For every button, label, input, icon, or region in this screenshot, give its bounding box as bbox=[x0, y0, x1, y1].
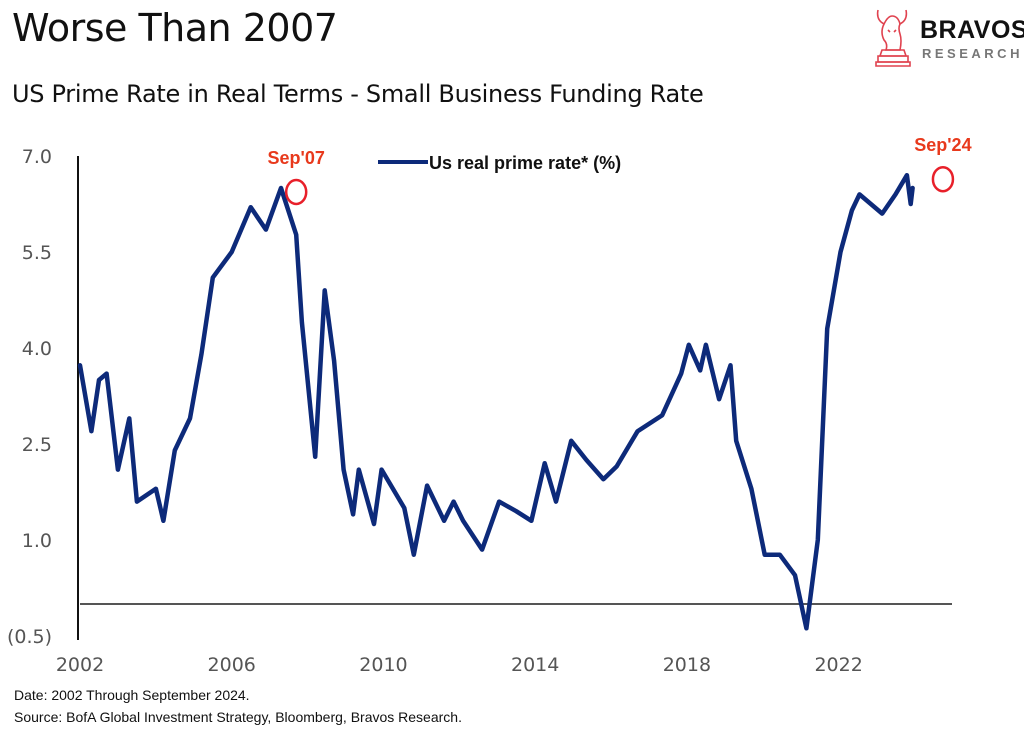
chart-subtitle: US Prime Rate in Real Terms - Small Busi… bbox=[12, 80, 704, 108]
x-tick-label: 2022 bbox=[814, 654, 862, 676]
annotation-circle bbox=[931, 165, 955, 193]
x-tick-label: 2002 bbox=[56, 654, 104, 676]
source-note: Source: BofA Global Investment Strategy,… bbox=[14, 709, 462, 725]
logo-subtext: RESEARCH bbox=[922, 46, 1023, 61]
x-tick-label: 2010 bbox=[359, 654, 407, 676]
y-tick-label: (0.5) bbox=[7, 626, 52, 648]
annotation-label: Sep'07 bbox=[268, 148, 325, 168]
x-tick-label: 2018 bbox=[663, 654, 711, 676]
x-tick-label: 2006 bbox=[208, 654, 256, 676]
y-tick-label: 1.0 bbox=[22, 530, 52, 552]
brand-logo: BRAVOS RESEARCH bbox=[870, 6, 1024, 70]
y-tick-label: 5.5 bbox=[22, 242, 52, 264]
line-chart: 7.0 5.5 4.0 2.5 1.0 (0.5)2002 2006 2010 2014 2018… bbox=[7, 135, 972, 676]
legend-label: Us real prime rate* (%) bbox=[429, 153, 621, 173]
y-tick-label: 2.5 bbox=[22, 434, 52, 456]
bull-chess-knight-icon bbox=[875, 9, 911, 67]
y-tick-label: 4.0 bbox=[22, 338, 52, 360]
date-note: Date: 2002 Through September 2024. bbox=[14, 687, 250, 703]
logo-wordmark: BRAVOS bbox=[920, 16, 1024, 44]
y-tick-label: 7.0 bbox=[22, 146, 52, 168]
chart-title: Worse Than 2007 bbox=[12, 6, 338, 50]
annotation-label: Sep'24 bbox=[914, 135, 971, 155]
annotation-circle bbox=[284, 178, 308, 206]
x-tick-label: 2014 bbox=[511, 654, 559, 676]
series-line bbox=[77, 172, 915, 631]
